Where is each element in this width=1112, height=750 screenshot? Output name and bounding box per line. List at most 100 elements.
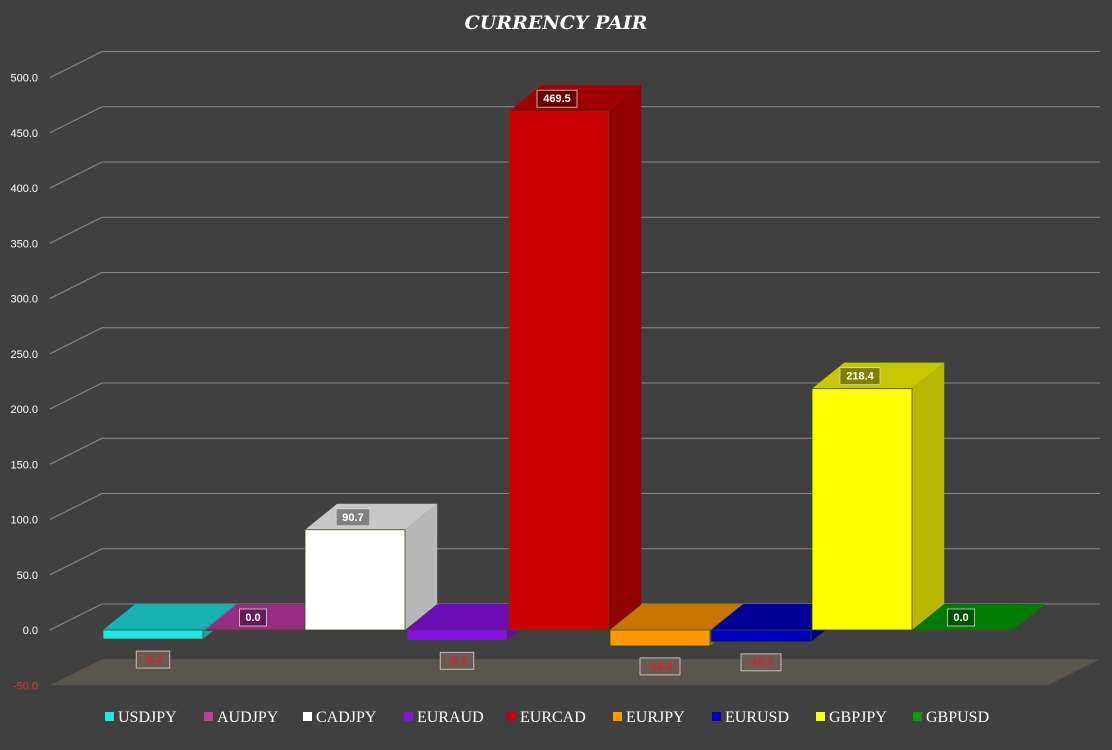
legend-label: CADJPY [316, 709, 377, 726]
legend-label: EURAUD [417, 709, 484, 726]
data-label: -10.7 [740, 653, 782, 672]
bar-front [912, 629, 1014, 631]
svg-text:-9.3: -9.3 [448, 655, 467, 667]
gridline-side [49, 51, 103, 78]
legend-item-eurjpy: EURJPY [613, 709, 685, 726]
legend-swatch [303, 712, 312, 721]
data-label: 0.0 [947, 608, 976, 627]
y-tick-label: 50.0 [17, 570, 38, 582]
legend-item-eurcad: EURCAD [507, 709, 586, 726]
legend-swatch [913, 712, 922, 721]
data-label: 90.7 [335, 508, 371, 527]
chart-floor [50, 659, 1100, 686]
bar-side [609, 85, 642, 630]
bar-top [610, 604, 743, 630]
legend-item-euraud: EURAUD [404, 709, 484, 726]
bar-gbpjpy [811, 362, 945, 631]
bar-eurcad [508, 85, 642, 631]
gridline-side [49, 382, 103, 410]
bar-front [710, 629, 812, 643]
y-tick-label: 250.0 [10, 349, 38, 361]
bar-top [509, 85, 642, 112]
legend-item-cadjpy: CADJPY [303, 709, 377, 726]
svg-text:-8.2: -8.2 [144, 654, 163, 666]
svg-text:90.7: 90.7 [342, 512, 363, 524]
bar-gbpusd [912, 604, 1046, 631]
legend-swatch [204, 712, 213, 721]
bar-top [407, 604, 540, 630]
data-label: -14.4 [639, 657, 681, 676]
bar-cadjpy [304, 503, 438, 631]
data-label: -9.3 [439, 651, 475, 670]
svg-text:0.0: 0.0 [245, 612, 260, 624]
legend-label: EURCAD [520, 709, 586, 726]
bar-top [103, 604, 236, 630]
y-tick-label: 400.0 [10, 183, 38, 195]
bar-top [711, 604, 844, 630]
svg-text:-14.4: -14.4 [647, 661, 673, 673]
legend-label: EURUSD [725, 709, 789, 726]
bar-front [406, 629, 508, 641]
y-tick-label: 100.0 [10, 515, 38, 527]
gridline-side [49, 216, 103, 244]
chart-title: CURRENCY PAIR [465, 12, 648, 34]
bar-top [305, 503, 438, 530]
gridline-side [49, 161, 103, 189]
gridline-side [49, 603, 103, 631]
legend-swatch [507, 712, 516, 721]
bar-top [205, 604, 338, 630]
data-label: 0.0 [238, 608, 267, 627]
legend-swatch [613, 712, 622, 721]
legend-item-audjpy: AUDJPY [204, 709, 279, 726]
y-tick-label: 150.0 [10, 459, 38, 471]
legend-item-usdjpy: USDJPY [105, 709, 177, 726]
legend-label: GBPUSD [926, 709, 989, 726]
bar-top [812, 362, 945, 389]
data-label: -8.2 [135, 650, 171, 669]
data-label: 469.5 [536, 89, 578, 108]
bar-front [811, 388, 913, 631]
legend-label: USDJPY [118, 709, 177, 726]
bar-front [304, 529, 406, 631]
legend-item-gbpjpy: GBPJPY [816, 709, 887, 726]
data-label: 218.4 [839, 367, 881, 386]
gridline-side [49, 106, 103, 134]
gridline-side [49, 548, 103, 576]
floor-plane [50, 659, 1100, 686]
bar-front [204, 629, 306, 631]
gridline-side [49, 327, 103, 355]
y-tick-label: 0.0 [23, 625, 38, 637]
bars [102, 85, 1046, 647]
y-tick-label: 500.0 [10, 73, 38, 85]
svg-text:469.5: 469.5 [543, 93, 571, 105]
legend-swatch [712, 712, 721, 721]
legend: USDJPY AUDJPY CADJPY EURAUD EURCAD EURJPY EURU… [105, 709, 989, 726]
data-labels: -8.2 0.0 90.7 -9.3 469.5 -14.4 -10.7 218.4 0.0 [135, 89, 976, 676]
legend-item-eurusd: EURUSD [712, 709, 789, 726]
legend-label: EURJPY [626, 709, 685, 726]
legend-swatch [105, 712, 114, 721]
bar-top [913, 604, 1046, 630]
y-tick-label: 300.0 [10, 294, 38, 306]
legend-label: GBPJPY [829, 709, 887, 726]
svg-text:218.4: 218.4 [846, 371, 874, 383]
gridline-side [49, 493, 103, 520]
y-axis-ticks: -50.0 0.0 50.0 100.0 150.0 200.0 250.0 300.0 350… [10, 73, 38, 693]
bar-front [508, 110, 610, 631]
bar-side [912, 362, 945, 630]
y-tick-label: 350.0 [10, 238, 38, 250]
gridline-side [49, 272, 103, 299]
bar-front [102, 629, 204, 640]
svg-text:0.0: 0.0 [953, 612, 968, 624]
legend-label: AUDJPY [217, 709, 279, 726]
y-tick-label: 450.0 [10, 128, 38, 140]
bar-side [405, 503, 438, 630]
legend-swatch [816, 712, 825, 721]
svg-text:-10.7: -10.7 [748, 657, 773, 669]
legend-swatch [404, 712, 413, 721]
y-tick-label: 200.0 [10, 404, 38, 416]
y-tick-label: -50.0 [13, 680, 38, 692]
bar-front [609, 629, 711, 647]
